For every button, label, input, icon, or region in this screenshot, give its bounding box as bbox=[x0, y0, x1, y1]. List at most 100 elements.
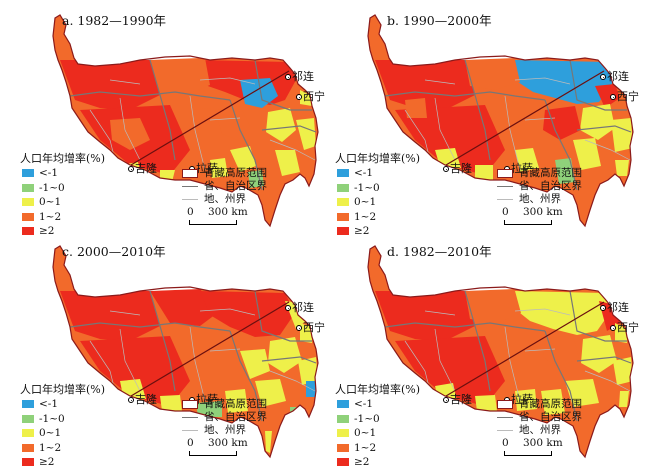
population-growth-map bbox=[367, 245, 634, 459]
legend-item: 0~1 bbox=[22, 195, 105, 210]
province-line-symbol bbox=[182, 417, 198, 418]
region bbox=[465, 60, 520, 90]
prefecture-boundary bbox=[514, 308, 571, 316]
region bbox=[405, 98, 427, 118]
province-boundary bbox=[384, 91, 546, 101]
city-marker-icon bbox=[296, 94, 302, 100]
region bbox=[80, 336, 190, 406]
legend-swatch bbox=[22, 414, 34, 423]
boundary-label: 省、自治区界 bbox=[204, 180, 267, 192]
panel-title: b. 1990—2000年 bbox=[387, 13, 492, 28]
province-boundary bbox=[576, 356, 632, 364]
legend-title: 人口年均增率(%) bbox=[335, 383, 421, 396]
city-label: 西宁 bbox=[303, 321, 325, 334]
legend-title: 人口年均增率(%) bbox=[20, 152, 106, 165]
map-panel-b: b. 1990—2000年 祁连 西宁 吉隆 拉萨 人口年均增率(%) <-1 … bbox=[325, 0, 650, 237]
region bbox=[110, 118, 150, 150]
plateau-boundary bbox=[52, 245, 319, 459]
region bbox=[465, 291, 521, 323]
prefecture-boundary bbox=[109, 310, 141, 316]
region bbox=[573, 138, 601, 170]
legend-item: <-1 bbox=[22, 166, 105, 181]
panel-title: a. 1982—1990年 bbox=[62, 13, 167, 28]
scale-bar-line bbox=[189, 451, 237, 456]
city-label: 西宁 bbox=[617, 90, 639, 103]
boundary-label: 省、自治区界 bbox=[204, 411, 267, 423]
prefecture-boundary bbox=[514, 77, 571, 85]
province-boundary bbox=[149, 59, 176, 161]
region bbox=[375, 60, 475, 110]
plateau-boundary bbox=[367, 245, 634, 459]
scale-bar-line bbox=[189, 220, 237, 225]
plateau-boundary-symbol bbox=[182, 400, 198, 409]
region bbox=[160, 395, 182, 411]
legend-swatch bbox=[22, 458, 34, 466]
legend: 人口年均增率(%) <-1 -1~0 0~1 1~2 ≥2 bbox=[335, 381, 421, 470]
prefecture-boundary bbox=[504, 95, 521, 171]
panel-title: d. 1982—2010年 bbox=[387, 244, 492, 259]
prefecture-boundary bbox=[269, 139, 316, 161]
region bbox=[266, 108, 296, 142]
city-qilian: 祁连 bbox=[600, 68, 629, 84]
boundary-label: 青藏高原范围 bbox=[519, 167, 582, 179]
region bbox=[268, 337, 302, 373]
legend-title: 人口年均增率(%) bbox=[20, 383, 106, 396]
city-marker-icon bbox=[296, 325, 302, 331]
region bbox=[580, 104, 615, 140]
region bbox=[240, 349, 270, 379]
boundary-label: 青藏高原范围 bbox=[519, 398, 582, 410]
scale-distance: 300 km bbox=[523, 206, 563, 218]
region bbox=[565, 379, 599, 407]
legend-item: 1~2 bbox=[22, 210, 105, 225]
legend: 人口年均增率(%) <-1 -1~0 0~1 1~2 ≥2 bbox=[20, 150, 106, 239]
region bbox=[196, 401, 222, 417]
province-boundary bbox=[229, 99, 263, 191]
legend-item: -1~0 bbox=[337, 412, 420, 427]
legend-item: ≥2 bbox=[337, 455, 420, 470]
legend-item: ≥2 bbox=[22, 455, 105, 470]
province-boundary bbox=[254, 290, 312, 342]
legend-item: -1~0 bbox=[337, 181, 420, 196]
legend-item: -1~0 bbox=[22, 412, 105, 427]
scale-zero: 0 bbox=[187, 206, 194, 218]
legend-swatch bbox=[22, 443, 34, 452]
region bbox=[265, 431, 272, 453]
scale-distance: 300 km bbox=[208, 437, 248, 449]
city-marker-icon bbox=[600, 305, 606, 311]
plateau-boundary-symbol bbox=[497, 400, 513, 409]
boundary-label: 青藏高原范围 bbox=[204, 167, 267, 179]
city-marker-icon bbox=[443, 166, 449, 172]
region bbox=[581, 335, 617, 373]
population-growth-map bbox=[367, 14, 634, 228]
legend-item: -1~0 bbox=[22, 181, 105, 196]
legend-swatch bbox=[337, 429, 349, 437]
province-boundary bbox=[69, 91, 231, 101]
region bbox=[375, 291, 475, 341]
legend-item: 1~2 bbox=[337, 441, 420, 456]
prefecture-boundary bbox=[119, 97, 141, 161]
boundary-label: 省、自治区界 bbox=[519, 180, 582, 192]
boundary-label: 地、州界 bbox=[519, 424, 561, 436]
region bbox=[190, 108, 212, 126]
region bbox=[543, 335, 579, 367]
prefecture-line-symbol bbox=[497, 199, 513, 200]
city-label: 祁连 bbox=[292, 70, 314, 83]
city-jilong: 吉隆 bbox=[443, 391, 472, 407]
legend-swatch bbox=[337, 227, 349, 235]
boundary-label: 地、州界 bbox=[204, 193, 246, 205]
legend-label: 0~1 bbox=[39, 196, 62, 208]
legend-label: <-1 bbox=[39, 398, 59, 410]
legend-label: 0~1 bbox=[39, 427, 62, 439]
legend-item: ≥2 bbox=[337, 224, 420, 239]
boundary-label: 地、州界 bbox=[519, 193, 561, 205]
legend-label: 1~2 bbox=[354, 210, 377, 223]
prefecture-boundary bbox=[434, 97, 456, 161]
region bbox=[150, 58, 210, 95]
legend-swatch bbox=[337, 183, 349, 192]
province-boundary bbox=[569, 59, 627, 111]
legend-label: 1~2 bbox=[354, 441, 377, 454]
prefecture-boundary bbox=[209, 348, 241, 352]
map-panel-a: a. 1982—1990年 祁连 西宁 吉隆 拉萨 人口年均增率(%) <-1 … bbox=[0, 0, 325, 237]
province-boundary bbox=[544, 330, 578, 422]
province-line-symbol bbox=[182, 186, 198, 187]
